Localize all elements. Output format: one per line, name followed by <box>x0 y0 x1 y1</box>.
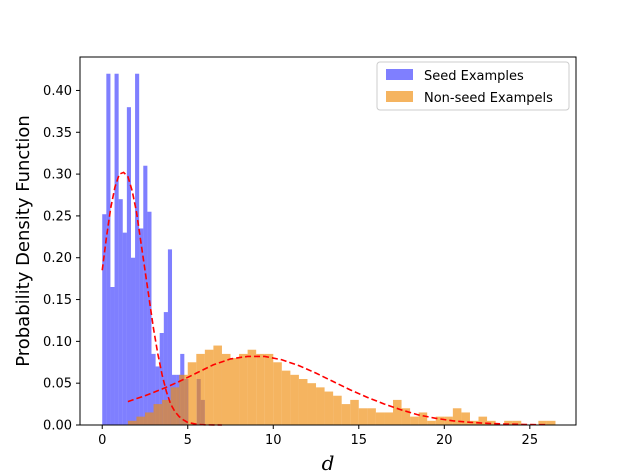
nonseed-histogram-bar <box>324 391 334 425</box>
seed-histogram-bar <box>135 73 140 426</box>
y-tick-label: 0.15 <box>43 293 72 308</box>
seed-histogram-bar <box>102 214 107 425</box>
y-axis-label: Probability Density Function <box>13 115 34 367</box>
nonseed-histogram-bar <box>281 370 291 425</box>
nonseed-histogram-bar <box>461 412 470 425</box>
nonseed-histogram-bar <box>487 420 496 425</box>
nonseed-histogram-bar <box>307 383 317 425</box>
nonseed-histogram-bar <box>427 420 436 425</box>
nonseed-histogram-bar <box>375 412 385 425</box>
seed-histogram-bar <box>126 107 131 425</box>
x-tick-label: 0 <box>98 433 106 448</box>
nonseed-histogram-bar <box>127 420 137 425</box>
seed-histogram-bar <box>118 199 123 425</box>
seed-histogram-bar <box>139 228 144 425</box>
nonseed-histogram-bar <box>478 416 488 425</box>
nonseed-histogram-bar <box>350 399 359 425</box>
nonseed-histogram-bar <box>401 408 411 425</box>
seed-histogram-bar <box>122 232 127 425</box>
nonseed-histogram-bar <box>247 349 257 425</box>
x-axis-ticks: 0 5 10 15 20 25 <box>98 425 538 448</box>
nonseed-histogram-bar <box>221 353 231 425</box>
x-tick-label: 5 <box>184 433 192 448</box>
y-tick-label: 0.20 <box>43 251 72 266</box>
nonseed-histogram-bar <box>512 420 522 425</box>
legend: Seed Examples Non-seed Exampels <box>376 61 570 111</box>
nonseed-histogram-bar <box>367 408 376 425</box>
legend-label-seed: Seed Examples <box>424 69 524 84</box>
nonseed-histogram-bar <box>384 412 393 425</box>
y-tick-label: 0.30 <box>43 168 72 183</box>
nonseed-histogram-bar <box>273 362 282 425</box>
nonseed-density-fit-line <box>127 355 547 426</box>
fit-lines-group <box>101 171 547 426</box>
seed-histogram-bar <box>114 73 119 426</box>
nonseed-histogram-bar <box>504 420 513 425</box>
seed-histogram-bar <box>130 257 136 425</box>
nonseed-histogram-bar <box>358 408 368 425</box>
legend-box <box>376 61 570 111</box>
seed-histogram-bar <box>147 211 152 425</box>
seed-histogram-bar <box>106 73 111 426</box>
seed-histogram-bar <box>159 333 164 425</box>
nonseed-histogram-bar <box>538 420 547 425</box>
nonseed-histogram-bar <box>239 353 248 425</box>
nonseed-histogram-bar <box>298 379 308 425</box>
x-axis-label: d <box>322 451 335 475</box>
x-tick-label: 15 <box>351 433 368 448</box>
y-tick-label: 0.35 <box>43 126 72 141</box>
seed-histogram-bar <box>110 287 115 425</box>
seed-histogram-bar <box>167 249 173 425</box>
nonseed-histogram-bar <box>256 353 265 425</box>
nonseed-histogram-bar <box>144 412 154 425</box>
nonseed-histogram-bar <box>410 416 419 425</box>
x-tick-label: 10 <box>265 433 282 448</box>
nonseed-histogram-bar <box>418 412 428 425</box>
nonseed-histogram-bar <box>170 387 180 425</box>
x-tick-label: 25 <box>522 433 539 448</box>
y-tick-label: 0.25 <box>43 209 72 224</box>
nonseed-histogram-bar <box>316 387 325 425</box>
nonseed-histogram-bar <box>153 404 163 425</box>
seed-histogram-bar <box>151 353 156 425</box>
nonseed-histogram-bar <box>179 374 188 425</box>
legend-swatch-nonseed <box>386 91 413 102</box>
y-tick-label: 0.00 <box>43 419 72 434</box>
nonseed-histogram-bar <box>230 358 240 425</box>
nonseed-histogram-bar <box>204 349 214 425</box>
nonseed-histogram-bar <box>469 420 479 425</box>
seed-histogram-bar <box>163 312 168 425</box>
y-tick-label: 0.10 <box>43 335 72 350</box>
legend-label-nonseed: Non-seed Exampels <box>424 91 553 106</box>
nonseed-bars-group <box>127 345 556 425</box>
nonseed-histogram-bar <box>162 399 171 425</box>
nonseed-histogram-bar <box>392 399 402 425</box>
seed-density-fit-line <box>101 171 222 426</box>
nonseed-histogram-bar <box>196 353 205 425</box>
seed-histogram-bar <box>155 366 160 425</box>
y-axis-ticks: 0.00 0.05 0.10 0.15 0.20 0.25 0.30 0.35 0.40 <box>43 84 80 434</box>
y-tick-label: 0.40 <box>43 84 72 99</box>
nonseed-histogram-bar <box>435 416 445 425</box>
nonseed-histogram-bar <box>264 353 274 425</box>
nonseed-histogram-bar <box>187 362 197 425</box>
legend-swatch-seed <box>386 69 413 80</box>
nonseed-histogram-bar <box>444 416 453 425</box>
nonseed-histogram-bar <box>290 374 299 425</box>
nonseed-histogram-bar <box>213 345 222 425</box>
x-tick-label: 20 <box>436 433 453 448</box>
nonseed-histogram-bar <box>546 420 556 425</box>
y-tick-label: 0.05 <box>43 377 72 392</box>
nonseed-histogram-bar <box>341 404 351 425</box>
nonseed-histogram-bar <box>136 416 145 425</box>
seed-histogram-bar <box>143 165 148 425</box>
plot-frame <box>79 56 577 426</box>
nonseed-histogram-bar <box>333 395 342 425</box>
nonseed-histogram-bar <box>452 408 462 425</box>
